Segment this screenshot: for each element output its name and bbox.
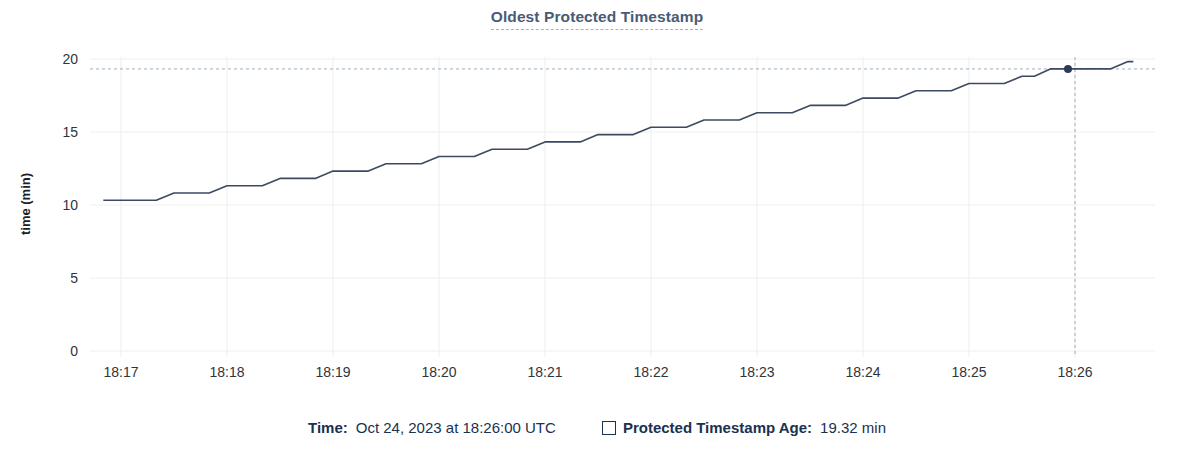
x-tick-label: 18:17: [103, 364, 138, 380]
y-tick-label: 0: [70, 343, 78, 359]
series-value: 19.32 min: [820, 419, 886, 436]
x-tick-label: 18:19: [315, 364, 350, 380]
x-tick-label: 18:24: [845, 364, 880, 380]
time-label: Time:: [308, 419, 348, 436]
timeseries-chart[interactable]: 0 5 10 15 20 18:17 18:18 18:19 18:20 18:21 18:22 18…: [0, 0, 1194, 400]
x-tick-label: 18:21: [527, 364, 562, 380]
x-tick-label: 18:22: [633, 364, 668, 380]
time-value: Oct 24, 2023 at 18:26:00 UTC: [356, 419, 556, 436]
chart-legend: Time: Oct 24, 2023 at 18:26:00 UTC Prote…: [0, 419, 1194, 436]
series-label: Protected Timestamp Age:: [623, 419, 812, 436]
x-tick-label: 18:23: [739, 364, 774, 380]
hover-time-readout: Time: Oct 24, 2023 at 18:26:00 UTC: [308, 419, 556, 436]
y-tick-label: 10: [62, 197, 78, 213]
y-axis-label: time (min): [18, 173, 33, 235]
y-tick-label: 15: [62, 124, 78, 140]
x-tick-label: 18:26: [1057, 364, 1092, 380]
x-tick-label: 18:18: [209, 364, 244, 380]
x-tick-label: 18:25: [951, 364, 986, 380]
series-line-protected-timestamp-age: [103, 62, 1133, 201]
chart-panel: { "header": { "title": "Oldest Protected…: [0, 0, 1194, 466]
series-swatch-icon[interactable]: [602, 421, 616, 435]
legend-series-protected-timestamp-age[interactable]: Protected Timestamp Age: 19.32 min: [602, 419, 886, 436]
y-tick-label: 20: [62, 51, 78, 67]
hover-point-dot: [1064, 65, 1072, 73]
y-tick-label: 5: [70, 270, 78, 286]
x-tick-label: 18:20: [421, 364, 456, 380]
